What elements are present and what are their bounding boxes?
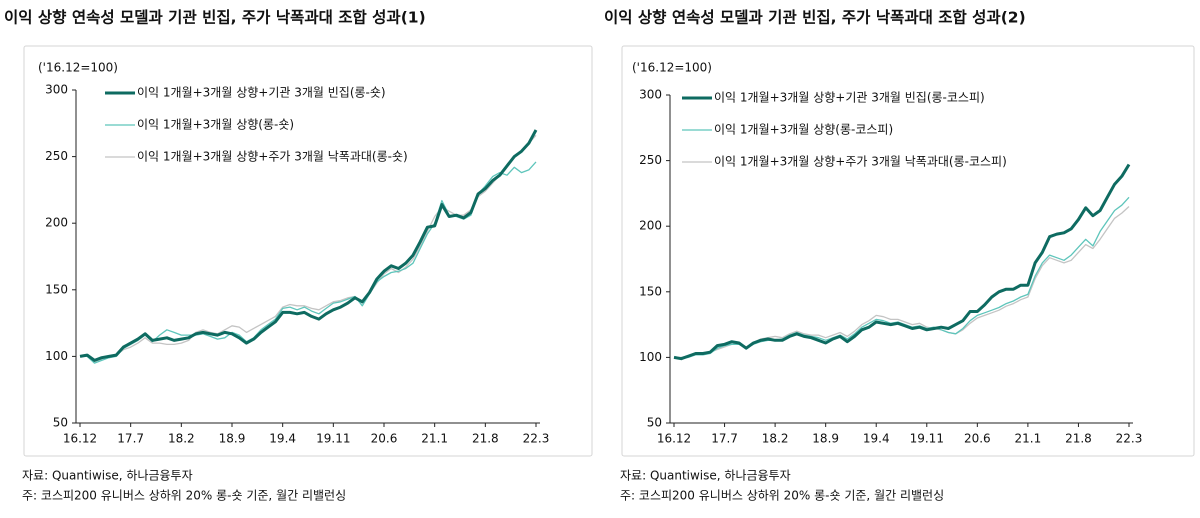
y-tick-label: 200 xyxy=(639,219,662,233)
series-line xyxy=(79,134,537,363)
x-tick-label: 21.1 xyxy=(1015,432,1042,446)
x-tick-label: 20.6 xyxy=(371,432,398,446)
legend-label: 이익 1개월+3개월 상향(롱-코스피) xyxy=(714,123,893,137)
chart-title: 이익 상향 연속성 모델과 기관 빈집, 주가 낙폭과대 조합 성과(2) xyxy=(604,8,1026,27)
x-tick-label: 21.8 xyxy=(472,432,499,446)
x-tick-label: 17.7 xyxy=(117,432,144,446)
legend-label: 이익 1개월+3개월 상향+기관 3개월 빈집(롱-코스피) xyxy=(714,91,985,105)
x-tick-label: 21.1 xyxy=(421,432,448,446)
y-tick-label: 250 xyxy=(639,153,662,167)
y-unit: ('16.12=100) xyxy=(632,61,712,75)
x-tick-label: 18.2 xyxy=(762,432,789,446)
source: 자료: Quantiwise, 하나금융투자 xyxy=(22,469,193,483)
legend-label: 이익 1개월+3개월 상향+주가 3개월 낙폭과대(롱-숏) xyxy=(137,150,408,164)
x-tick-label: 19.4 xyxy=(863,432,890,446)
chart-frame xyxy=(621,45,1195,457)
y-tick-label: 200 xyxy=(45,216,68,230)
x-tick-label: 16.12 xyxy=(63,432,97,446)
source: 자료: Quantiwise, 하나금융투자 xyxy=(620,469,791,483)
series-line xyxy=(673,163,1131,361)
x-tick-label: 19.11 xyxy=(316,432,350,446)
x-tick-label: 18.2 xyxy=(168,432,195,446)
legend-label: 이익 1개월+3개월 상향(롱-숏) xyxy=(137,118,294,132)
y-tick-label: 150 xyxy=(639,284,662,298)
legend-label: 이익 1개월+3개월 상향+기관 3개월 빈집(롱-숏) xyxy=(137,86,386,100)
chart-title: 이익 상향 연속성 모델과 기관 빈집, 주가 낙폭과대 조합 성과(1) xyxy=(4,8,426,27)
y-tick-label: 100 xyxy=(639,350,662,364)
y-tick-label: 300 xyxy=(45,83,68,97)
x-tick-label: 22.3 xyxy=(523,432,550,446)
x-tick-label: 16.12 xyxy=(657,432,691,446)
y-tick-label: 50 xyxy=(647,416,662,430)
y-tick-label: 50 xyxy=(53,416,68,430)
x-tick-label: 19.11 xyxy=(910,432,944,446)
y-tick-label: 250 xyxy=(45,149,68,163)
series-line xyxy=(80,161,537,364)
x-tick-label: 19.4 xyxy=(269,432,296,446)
series-line xyxy=(673,196,1130,360)
note: 주: 코스피200 유니버스 상하위 20% 롱-숏 기준, 월간 리밸런싱 xyxy=(620,489,944,503)
chart-frame xyxy=(23,45,593,457)
x-tick-label: 17.7 xyxy=(711,432,738,446)
y-unit: ('16.12=100) xyxy=(38,61,118,75)
y-tick-label: 150 xyxy=(45,282,68,296)
series-line xyxy=(674,206,1130,359)
y-tick-label: 300 xyxy=(639,88,662,102)
legend-label: 이익 1개월+3개월 상향+주가 3개월 낙폭과대(롱-코스피) xyxy=(714,155,1007,169)
x-tick-label: 18.9 xyxy=(812,432,839,446)
x-tick-label: 18.9 xyxy=(219,432,246,446)
y-tick-label: 100 xyxy=(45,349,68,363)
note: 주: 코스피200 유니버스 상하위 20% 롱-숏 기준, 월간 리밸런싱 xyxy=(22,489,346,503)
x-tick-label: 22.3 xyxy=(1116,432,1143,446)
x-tick-label: 20.6 xyxy=(964,432,991,446)
x-tick-label: 21.8 xyxy=(1065,432,1092,446)
series-line xyxy=(79,129,538,362)
